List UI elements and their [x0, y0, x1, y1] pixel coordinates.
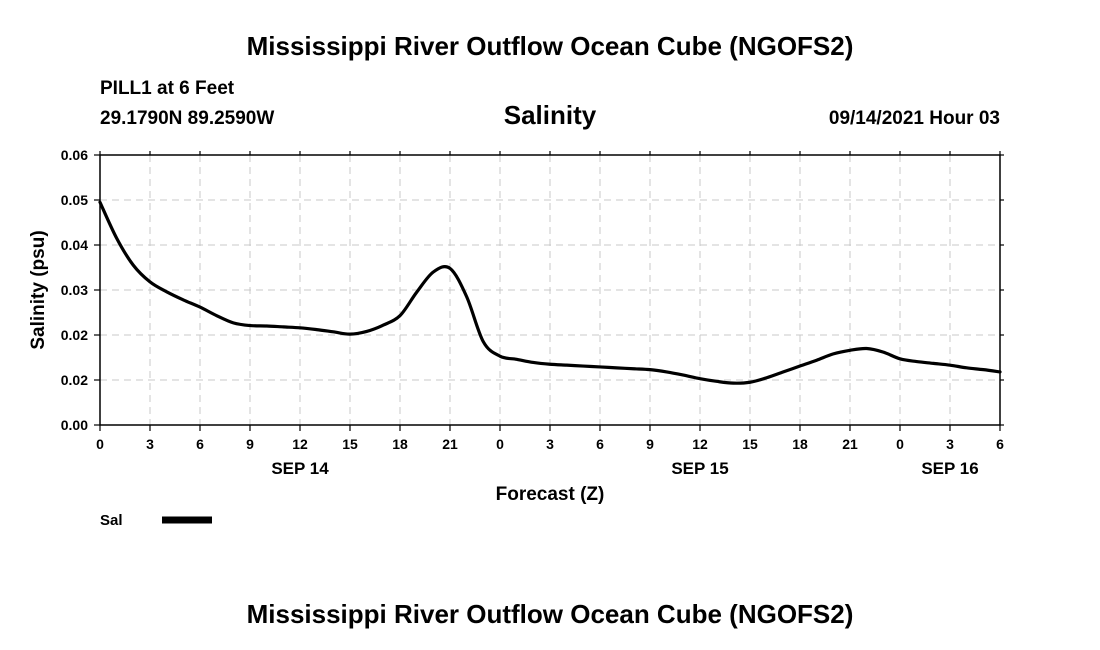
y-tick-label: 0.03 [61, 282, 88, 298]
legend: Sal [100, 512, 212, 529]
y-tick-label: 0.02 [61, 372, 88, 388]
series-layer [98, 200, 1002, 385]
chart-title: Salinity [504, 100, 597, 130]
x-tick-label: 12 [692, 436, 708, 452]
chart-page-footer-title: Mississippi River Outflow Ocean Cube (NG… [247, 599, 854, 629]
x-tick-label: 9 [646, 436, 654, 452]
date-label: SEP 16 [921, 459, 978, 478]
grid [100, 155, 1000, 425]
chart-page-title: Mississippi River Outflow Ocean Cube (NG… [247, 31, 854, 61]
x-tick-label: 12 [292, 436, 308, 452]
x-tick-label: 0 [496, 436, 504, 452]
x-tick-label: 6 [596, 436, 604, 452]
x-tick-label: 3 [946, 436, 954, 452]
y-tick-label: 0.00 [61, 417, 88, 433]
x-tick-label: 6 [996, 436, 1004, 452]
x-tick-label: 18 [392, 436, 408, 452]
x-tick-label: 21 [442, 436, 458, 452]
x-tick-label: 3 [546, 436, 554, 452]
series-line-sal [98, 200, 1002, 385]
x-tick-label: 6 [196, 436, 204, 452]
x-tick-label: 18 [792, 436, 808, 452]
x-tick-label: 15 [342, 436, 358, 452]
date-label: SEP 15 [671, 459, 728, 478]
legend-label-sal: Sal [100, 512, 123, 529]
x-tick-label: 15 [742, 436, 758, 452]
x-tick-label: 0 [96, 436, 104, 452]
y-tick-label: 0.06 [61, 147, 88, 163]
plot-frame [99, 154, 1001, 426]
x-axis-label: Forecast (Z) [496, 484, 605, 505]
date-label: SEP 14 [271, 459, 329, 478]
x-tick-label: 3 [146, 436, 154, 452]
y-tick-label: 0.05 [61, 192, 88, 208]
axis-ticks: 0 3 6 9 12 15 18 21 0 3 6 9 12 15 18 21 0 3 6 0.00 0.02 0.02 0… [61, 147, 1004, 478]
station-coordinates: 29.1790N 89.2590W [100, 108, 274, 129]
x-tick-label: 21 [842, 436, 858, 452]
x-tick-label: 9 [246, 436, 254, 452]
x-tick-label: 0 [896, 436, 904, 452]
y-tick-label: 0.02 [61, 327, 88, 343]
station-label: PILL1 at 6 Feet [100, 78, 235, 99]
forecast-datetime: 09/14/2021 Hour 03 [829, 108, 1000, 129]
y-axis-label: Salinity (psu) [28, 230, 49, 349]
y-tick-label: 0.04 [61, 237, 88, 253]
